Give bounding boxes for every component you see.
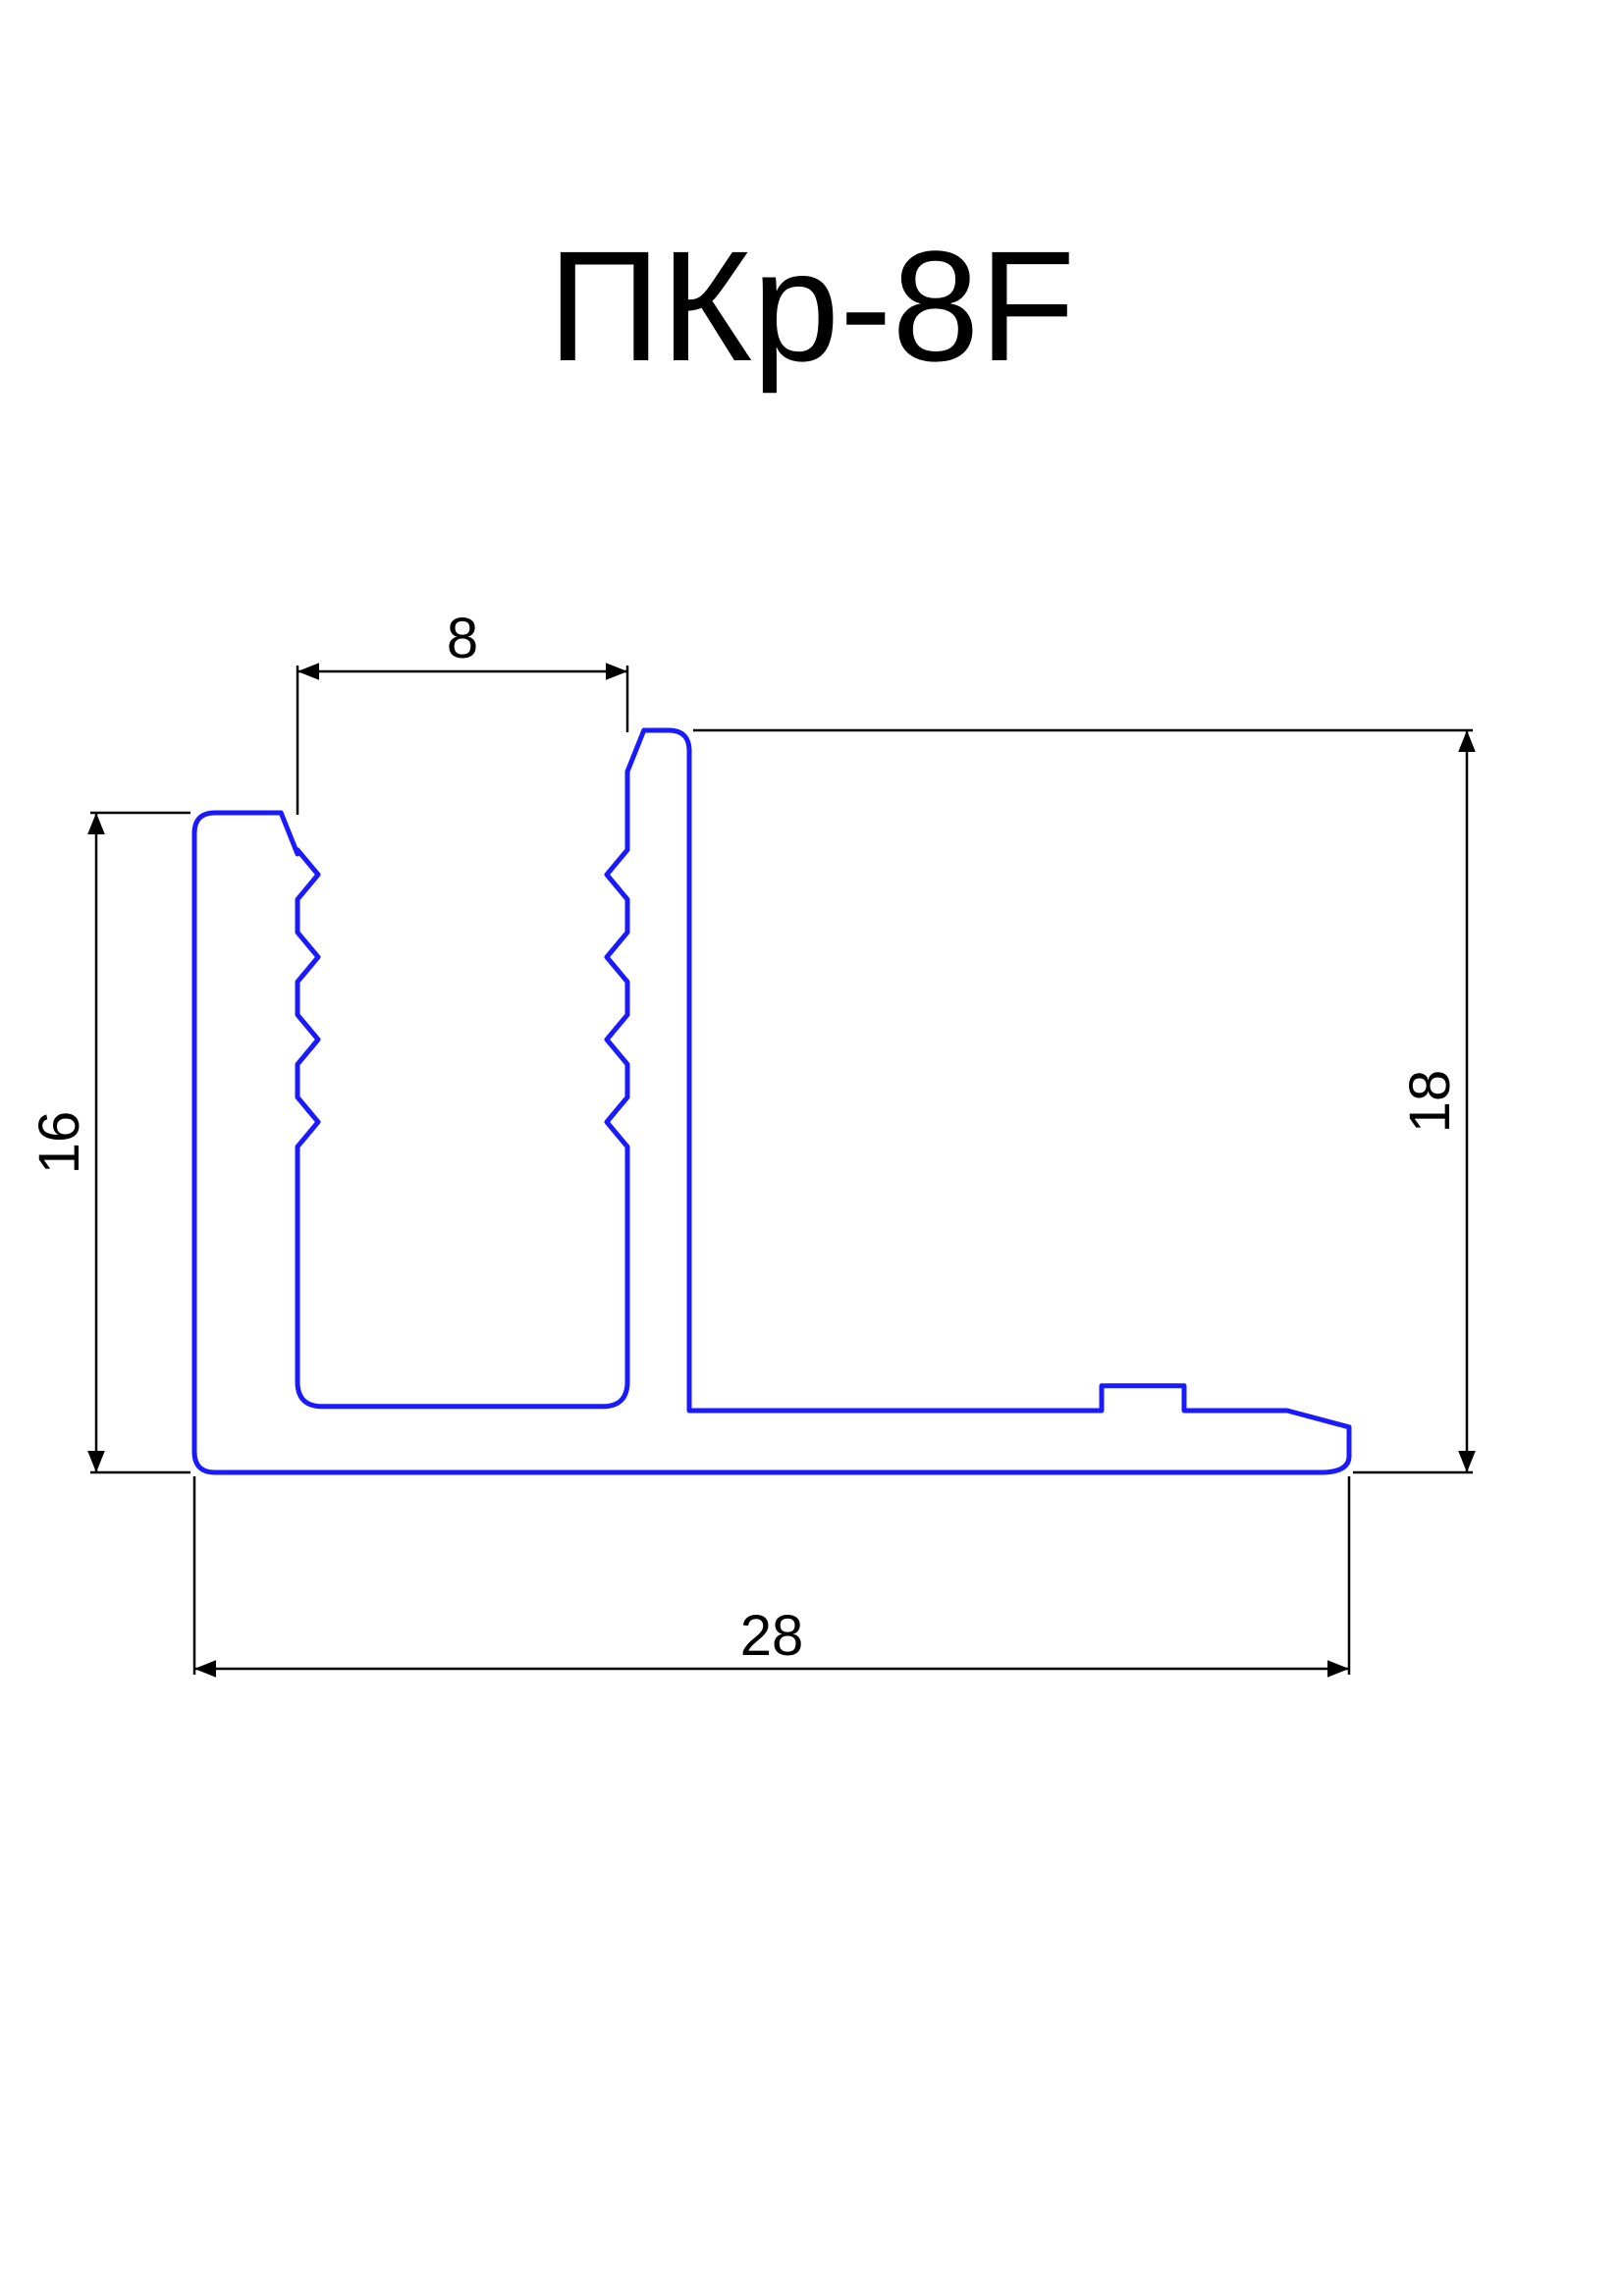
dim-left-height: 16 [27,1111,91,1175]
profile-outer-contour [194,730,1349,1472]
dim-slot-width: 8 [447,607,478,670]
dim-right-height: 18 [1398,1070,1462,1134]
dim-overall-width: 28 [740,1604,804,1668]
technical-drawing: 8 16 18 28 [0,0,1623,2296]
